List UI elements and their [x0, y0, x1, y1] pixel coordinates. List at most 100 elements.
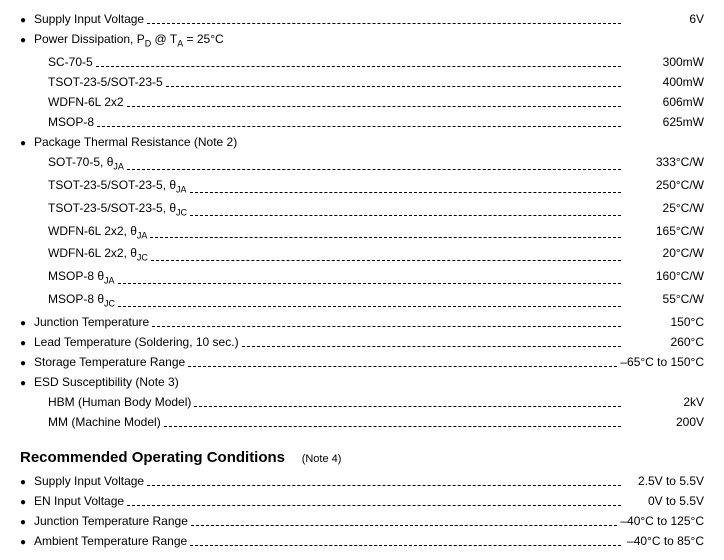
- spec-label: TSOT-23-5/SOT-23-5, θJA: [48, 176, 187, 197]
- spec-label: SOT-70-5, θJA: [48, 153, 124, 174]
- spec-row: TSOT-23-5/SOT-23-5, θJC 25°C/W: [20, 199, 704, 220]
- spec-value: –40°C to 85°C: [624, 532, 704, 550]
- leader-dots: [164, 425, 621, 427]
- spec-value: 333°C/W: [624, 153, 704, 171]
- spec-label: Supply Input Voltage: [34, 10, 144, 28]
- spec-value: 6V: [624, 10, 704, 28]
- spec-row: TSOT-23-5/SOT-23-5, θJA 250°C/W: [20, 176, 704, 197]
- spec-label: WDFN-6L 2x2: [48, 93, 124, 111]
- spec-value: 606mW: [624, 93, 704, 111]
- spec-row: ●Package Thermal Resistance (Note 2): [20, 133, 704, 151]
- spec-value: 165°C/W: [624, 222, 704, 240]
- spec-row: ●Junction Temperature 150°C: [20, 313, 704, 331]
- section-title-note: (Note 4): [302, 453, 342, 465]
- leader-dots: [118, 282, 621, 284]
- leader-dots: [147, 484, 621, 486]
- spec-row: ●Storage Temperature Range –65°C to 150°C: [20, 353, 704, 371]
- leader-dots: [127, 504, 621, 506]
- spec-value: 150°C: [624, 313, 704, 331]
- bullet-icon: ●: [20, 316, 34, 331]
- spec-label: EN Input Voltage: [34, 492, 124, 510]
- spec-label: SC-70-5: [48, 53, 93, 71]
- leader-dots: [118, 305, 621, 307]
- leader-dots: [191, 524, 617, 526]
- leader-dots: [96, 65, 621, 67]
- bullet-icon: ●: [20, 33, 34, 48]
- spec-row: ●Lead Temperature (Soldering, 10 sec.) 26…: [20, 333, 704, 351]
- spec-label: MSOP-8 θJA: [48, 267, 115, 288]
- spec-label: MM (Machine Model): [48, 413, 161, 431]
- leader-dots: [194, 405, 621, 407]
- spec-label: Storage Temperature Range: [34, 353, 185, 371]
- spec-value: 25°C/W: [624, 199, 704, 217]
- spec-label: Junction Temperature Range: [34, 512, 188, 530]
- leader-dots: [147, 22, 621, 24]
- spec-label: Power Dissipation, PD @ TA = 25°C: [34, 30, 224, 51]
- leader-dots: [190, 214, 621, 216]
- leader-dots: [97, 125, 621, 127]
- absolute-max-ratings-section: ●Supply Input Voltage6V●Power Dissipatio…: [20, 10, 704, 431]
- spec-row: ●Supply Input Voltage 2.5V to 5.5V: [20, 472, 704, 490]
- spec-row: ●ESD Susceptibility (Note 3): [20, 373, 704, 391]
- bullet-icon: ●: [20, 13, 34, 28]
- spec-value: 2kV: [624, 393, 704, 411]
- spec-value: 260°C: [624, 333, 704, 351]
- spec-label: TSOT-23-5/SOT-23-5, θJC: [48, 199, 187, 220]
- spec-label: MSOP-8: [48, 113, 94, 131]
- leader-dots: [190, 191, 621, 193]
- spec-label: HBM (Human Body Model): [48, 393, 191, 411]
- section-title-text: Recommended Operating Conditions: [20, 449, 285, 466]
- spec-value: –40°C to 125°C: [620, 512, 704, 530]
- spec-value: 250°C/W: [624, 176, 704, 194]
- spec-value: 2.5V to 5.5V: [624, 472, 704, 490]
- spec-row: HBM (Human Body Model) 2kV: [20, 393, 704, 411]
- spec-label: Junction Temperature: [34, 313, 149, 331]
- spec-value: 0V to 5.5V: [624, 492, 704, 510]
- bullet-icon: ●: [20, 475, 34, 490]
- spec-value: –65°C to 150°C: [620, 353, 704, 371]
- spec-row: MSOP-8 θJC 55°C/W: [20, 290, 704, 311]
- spec-label: WDFN-6L 2x2, θJC: [48, 244, 148, 265]
- section-title-recommended-operating: Recommended Operating Conditions (Note 4…: [20, 449, 704, 466]
- spec-row: ●EN Input Voltage0V to 5.5V: [20, 492, 704, 510]
- bullet-icon: ●: [20, 535, 34, 550]
- bullet-icon: ●: [20, 376, 34, 391]
- recommended-operating-section: ●Supply Input Voltage2.5V to 5.5V●EN Inp…: [20, 472, 704, 550]
- spec-label: Supply Input Voltage: [34, 472, 144, 490]
- spec-value: 20°C/W: [624, 244, 704, 262]
- spec-label: Package Thermal Resistance (Note 2): [34, 133, 237, 151]
- leader-dots: [242, 345, 621, 347]
- leader-dots: [127, 168, 621, 170]
- leader-dots: [150, 236, 621, 238]
- spec-value: 625mW: [624, 113, 704, 131]
- spec-label: ESD Susceptibility (Note 3): [34, 373, 179, 391]
- spec-label: MSOP-8 θJC: [48, 290, 115, 311]
- spec-label: Ambient Temperature Range: [34, 532, 187, 550]
- spec-row: ●Power Dissipation, PD @ TA = 25°C: [20, 30, 704, 51]
- spec-label: Lead Temperature (Soldering, 10 sec.): [34, 333, 239, 351]
- spec-row: WDFN-6L 2x2 606mW: [20, 93, 704, 111]
- spec-value: 400mW: [624, 73, 704, 91]
- spec-row: ●Supply Input Voltage 6V: [20, 10, 704, 28]
- spec-value: 200V: [624, 413, 704, 431]
- spec-row: ●Junction Temperature Range–40°C to 125°…: [20, 512, 704, 530]
- bullet-icon: ●: [20, 356, 34, 371]
- spec-value: 160°C/W: [624, 267, 704, 285]
- spec-row: MSOP-8 625mW: [20, 113, 704, 131]
- spec-label: TSOT-23-5/SOT-23-5: [48, 73, 163, 91]
- leader-dots: [188, 365, 617, 367]
- spec-value: 300mW: [624, 53, 704, 71]
- spec-row: MSOP-8 θJA 160°C/W: [20, 267, 704, 288]
- spec-row: ●Ambient Temperature Range –40°C to 85°C: [20, 532, 704, 550]
- leader-dots: [166, 85, 621, 87]
- leader-dots: [151, 259, 621, 261]
- spec-row: SC-70-5 300mW: [20, 53, 704, 71]
- spec-value: 55°C/W: [624, 290, 704, 308]
- leader-dots: [127, 105, 621, 107]
- leader-dots: [152, 325, 621, 327]
- bullet-icon: ●: [20, 136, 34, 151]
- bullet-icon: ●: [20, 336, 34, 351]
- spec-row: WDFN-6L 2x2, θJA165°C/W: [20, 222, 704, 243]
- spec-row: WDFN-6L 2x2, θJC 20°C/W: [20, 244, 704, 265]
- spec-row: MM (Machine Model) 200V: [20, 413, 704, 431]
